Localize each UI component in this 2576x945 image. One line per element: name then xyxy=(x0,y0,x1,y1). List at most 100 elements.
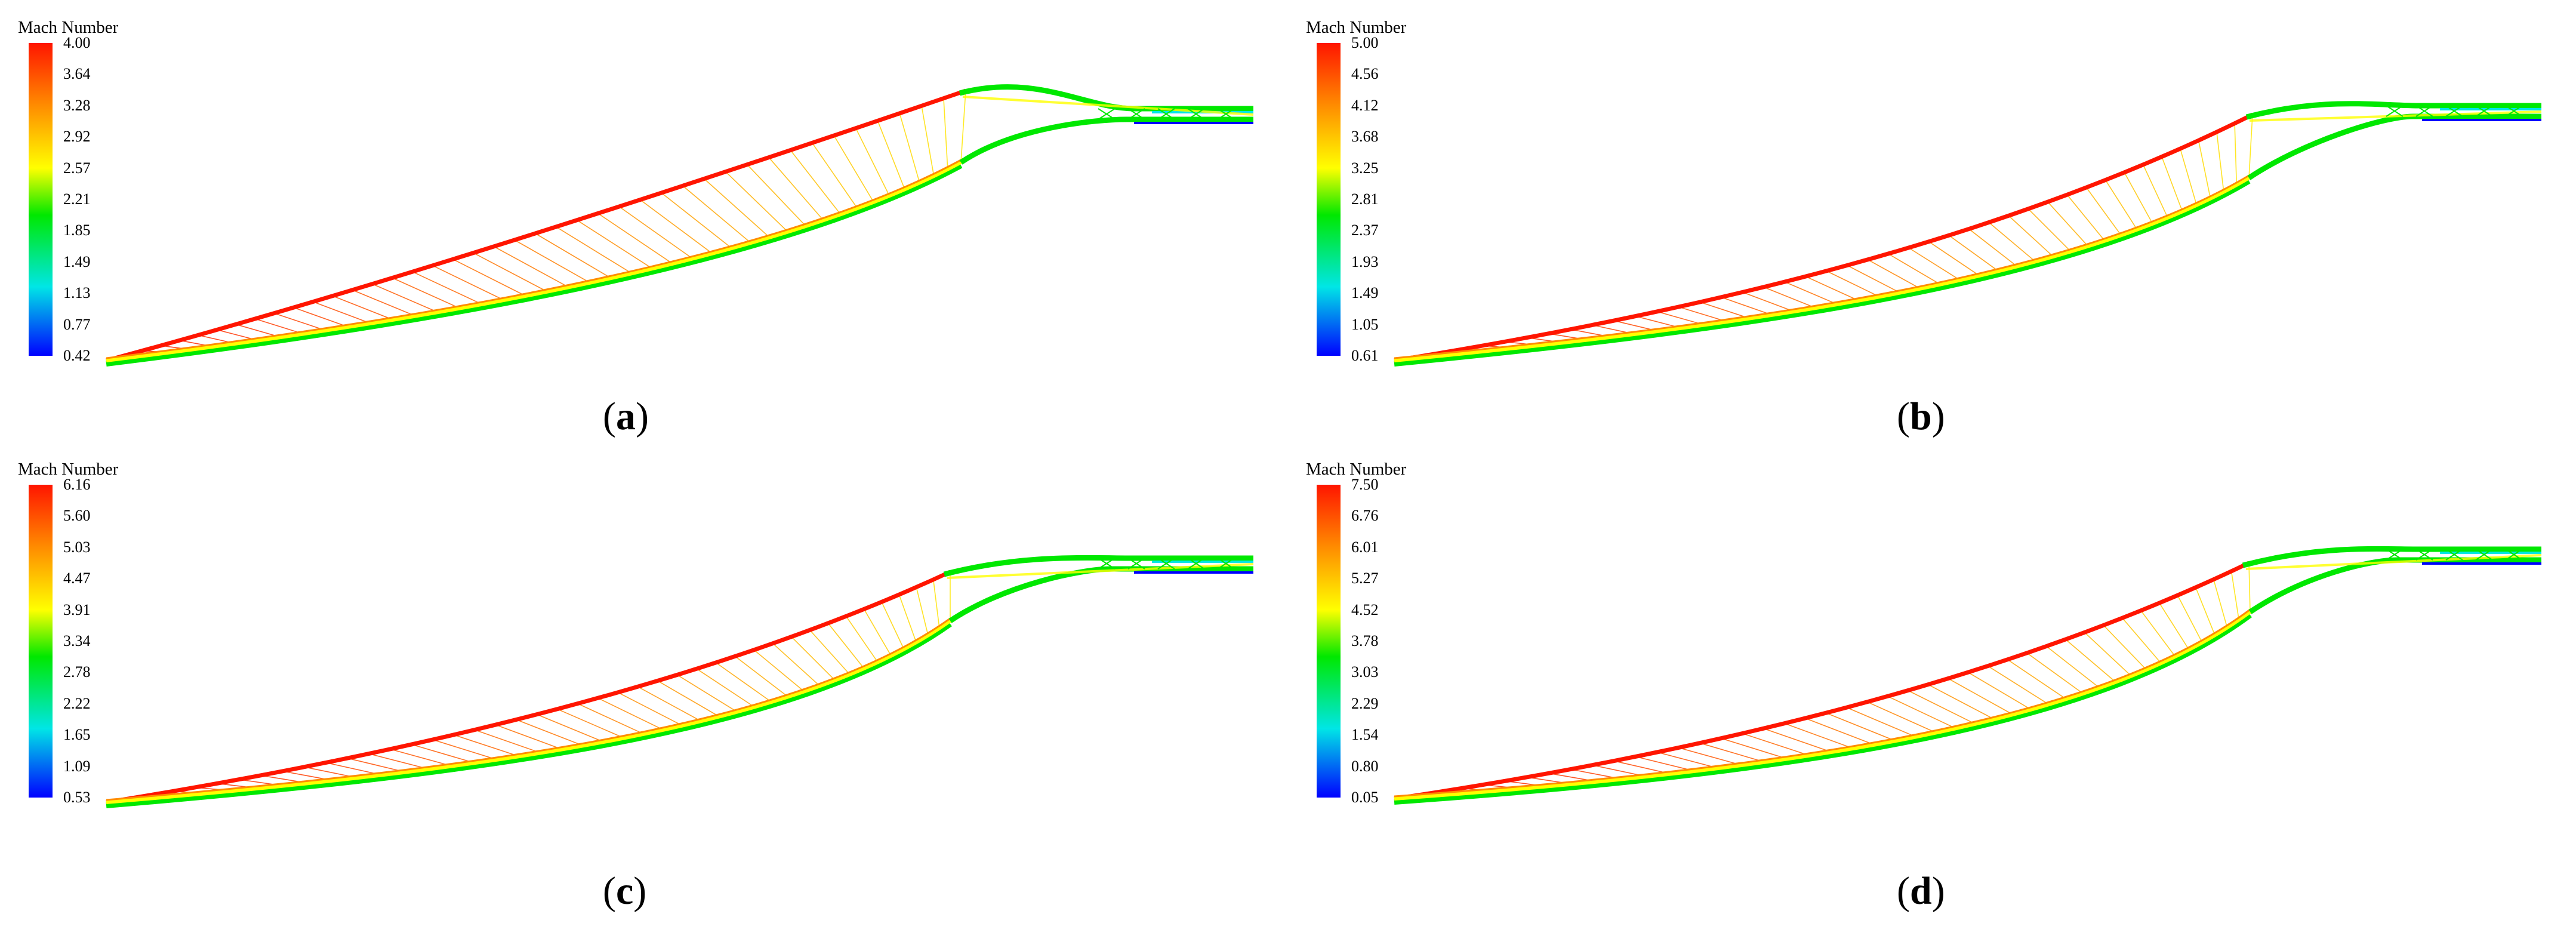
mach-wave-line xyxy=(1887,695,1956,729)
mach-wave-line xyxy=(1784,723,1854,749)
colorbar-tick: 4.00 xyxy=(63,34,91,51)
mach-wave-line xyxy=(637,686,702,722)
lower-wall-orange xyxy=(106,159,962,359)
mach-wave-line xyxy=(411,744,475,764)
mach-wave-line xyxy=(2216,132,2224,192)
shock-reflection xyxy=(2386,105,2404,117)
colorbar-tick: 1.93 xyxy=(1351,253,1379,270)
mach-wave-line xyxy=(657,680,720,718)
mach-wave-line xyxy=(1968,228,2018,267)
colorbar-tick: 5.60 xyxy=(63,507,91,525)
colorbar-tick: 3.28 xyxy=(63,96,91,114)
mach-wave-line xyxy=(2177,595,2203,643)
mach-contour-plot xyxy=(106,555,1254,808)
mach-wave-line xyxy=(960,90,966,163)
cowl-wall xyxy=(2245,101,2541,120)
colorbar-tick: 5.27 xyxy=(1351,570,1379,587)
mach-wave-line xyxy=(392,277,461,309)
colorbar xyxy=(29,43,53,356)
colorbar-tick: 1.09 xyxy=(63,757,91,775)
colorbar-tick: 3.91 xyxy=(63,601,91,618)
colorbar-tick: 0.42 xyxy=(63,347,91,364)
mach-wave-line xyxy=(390,749,452,767)
mach-contour-plot xyxy=(1394,546,2542,805)
colorbar-tick: 0.53 xyxy=(63,789,91,806)
mach-wave-line xyxy=(274,312,326,331)
mach-wave-line xyxy=(725,171,788,233)
cowl-wall xyxy=(2242,546,2541,568)
mach-wave-line xyxy=(1846,707,1916,738)
mach-contour-plot xyxy=(1394,101,2542,367)
mach-wave-line xyxy=(943,98,948,170)
panel-caption: (a) xyxy=(603,395,649,438)
lower-wall-orange xyxy=(1394,174,2250,359)
mach-wave-line xyxy=(432,265,504,301)
mach-wave-line xyxy=(432,739,498,761)
colorbar-tick: 4.47 xyxy=(63,570,91,587)
colorbar-tick: 3.25 xyxy=(1351,159,1379,177)
colorbar-tick: 2.92 xyxy=(63,128,91,146)
mach-wave-line xyxy=(1908,247,1961,281)
mach-wave-line xyxy=(577,703,645,735)
mach-wave-line xyxy=(916,587,929,636)
mach-wave-line xyxy=(833,135,874,203)
mach-wave-line xyxy=(1847,264,1901,294)
shock-reflection xyxy=(1217,108,1235,120)
mach-wave-line xyxy=(2103,624,2147,670)
mach-wave-line xyxy=(2230,571,2239,620)
colorbar-tick: 1.85 xyxy=(63,221,91,239)
mach-wave-line xyxy=(2026,652,2084,694)
colorbar-tick: 2.29 xyxy=(1351,694,1379,712)
colorbar-tick: 0.80 xyxy=(1351,757,1379,775)
mach-wave-line xyxy=(2180,148,2198,205)
mach-wave-line xyxy=(2213,579,2228,628)
isolator-core-flow xyxy=(2245,554,2542,570)
mach-wave-line xyxy=(2140,610,2176,657)
mach-wave-line xyxy=(372,283,439,313)
mach-wave-line xyxy=(2248,562,2251,612)
mach-wave-line xyxy=(1699,742,1765,763)
mach-wave-line xyxy=(1635,756,1695,772)
mach-wave-line xyxy=(1928,241,1980,276)
isolator-lower-wall xyxy=(2248,557,2541,614)
mach-wave-line xyxy=(1908,689,1976,725)
mach-wave-line xyxy=(474,729,541,754)
colorbar-tick: 0.61 xyxy=(1351,347,1379,364)
mach-wave-line xyxy=(827,623,865,669)
colorbar-tick: 3.64 xyxy=(63,65,91,83)
colorbar-tick: 6.16 xyxy=(63,476,91,493)
shock-reflection xyxy=(2505,549,2523,561)
mach-wave-line xyxy=(1742,291,1795,312)
colorbar-tick: 3.34 xyxy=(63,632,91,650)
mach-wave-line xyxy=(577,220,653,269)
isolator-lower-wall xyxy=(959,116,1253,165)
lower-wall-yellow xyxy=(1394,176,2250,362)
shock-reflection xyxy=(2415,105,2433,117)
lower-wall-green xyxy=(1394,612,2252,805)
upper-surface xyxy=(1394,561,2250,801)
colorbar xyxy=(1317,485,1341,798)
mach-wave-line xyxy=(1826,712,1896,741)
mach-wave-line xyxy=(2084,632,2132,677)
mach-wave-line xyxy=(453,734,520,757)
shock-reflection xyxy=(2386,549,2404,561)
mach-wave-line xyxy=(1867,259,1921,290)
mach-wave-line xyxy=(1805,276,1859,301)
mach-wave-line xyxy=(2085,187,2122,236)
shock-reflection xyxy=(1157,108,1175,120)
mach-wave-line xyxy=(514,239,591,284)
mach-wave-line xyxy=(352,290,416,317)
shock-reflection xyxy=(2445,105,2463,117)
mach-wave-line xyxy=(535,233,612,279)
mach-wave-line xyxy=(556,226,633,274)
colorbar-title: Mach Number xyxy=(1306,460,1407,479)
shock-reflection xyxy=(2445,549,2463,561)
mach-wave-line xyxy=(2159,602,2190,650)
mach-wave-line xyxy=(696,668,755,708)
mach-wave-line xyxy=(772,643,821,687)
lower-wall-green xyxy=(106,162,963,367)
mach-wave-line xyxy=(863,608,892,657)
mach-wave-line xyxy=(682,185,751,244)
mach-wave-line xyxy=(2104,180,2138,230)
mach-wave-line xyxy=(1784,281,1838,305)
